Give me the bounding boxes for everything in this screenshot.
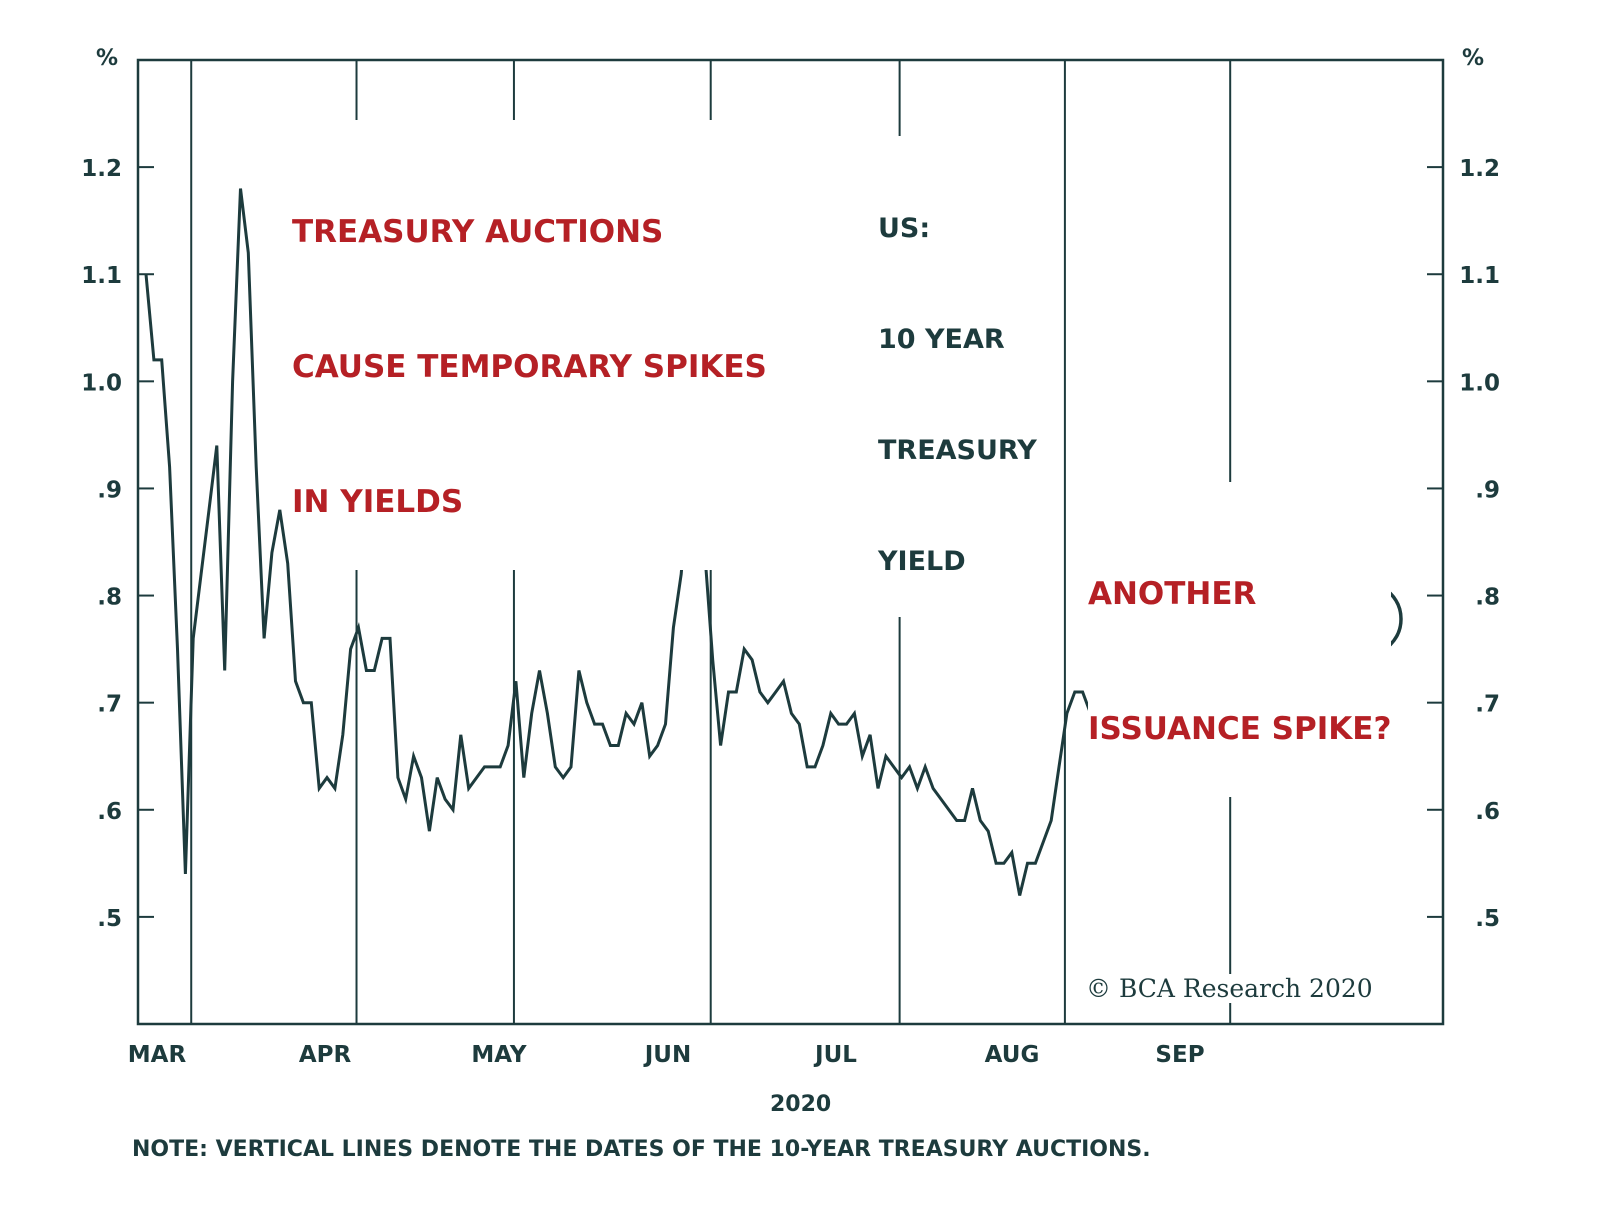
ytick-label-right: .8 — [1475, 585, 1500, 611]
annotation-main-line: TREASURY AUCTIONS — [292, 214, 664, 250]
ytick-label-right: .9 — [1475, 477, 1500, 503]
annotation-spike-line: ANOTHER — [1088, 576, 1257, 612]
ytick-label-left: .6 — [97, 799, 122, 825]
chart-title-line: TREASURY — [878, 435, 1037, 466]
annotation-spike: ANOTHER ISSUANCE SPIKE? — [1088, 482, 1392, 797]
copyright: © BCA Research 2020 — [1086, 974, 1373, 1003]
xtick-label: APR — [299, 1042, 352, 1068]
ylabel-right: % — [1462, 46, 1485, 71]
chart-title-line: 10 YEAR — [878, 324, 1005, 355]
annotation-main: TREASURY AUCTIONS CAUSE TEMPORARY SPIKES… — [292, 120, 767, 570]
xtick-label: MAR — [128, 1042, 187, 1068]
plot-frame — [136, 58, 1445, 1026]
xtick-label: MAY — [471, 1042, 526, 1068]
ytick-label-left: .7 — [97, 692, 122, 718]
ytick-label-right: .5 — [1475, 906, 1500, 932]
ytick-label-right: .7 — [1475, 692, 1500, 718]
footnote: NOTE: VERTICAL LINES DENOTE THE DATES OF… — [132, 1137, 1151, 1162]
ytick-label-left: 1.0 — [81, 370, 122, 396]
chart-title-line: YIELD — [878, 546, 966, 577]
x-axis-year: 2020 — [770, 1092, 832, 1117]
ytick-label-right: 1.0 — [1459, 370, 1500, 396]
ytick-label-left: .8 — [97, 585, 122, 611]
ytick-label-left: .9 — [97, 477, 122, 503]
xtick-label: JUL — [813, 1042, 857, 1068]
ytick-label-right: .6 — [1475, 799, 1500, 825]
chart-title-line: US: — [878, 213, 931, 244]
annotation-main-line: CAUSE TEMPORARY SPIKES — [292, 349, 767, 385]
ytick-label-right: 1.2 — [1459, 156, 1500, 182]
chart-title: US: 10 YEAR TREASURY YIELD — [878, 136, 1037, 617]
annotation-main-line: IN YIELDS — [292, 484, 464, 520]
xtick-label: JUN — [643, 1042, 691, 1068]
ytick-label-right: 1.1 — [1459, 263, 1500, 289]
annotation-spike-line: ISSUANCE SPIKE? — [1088, 711, 1392, 747]
ylabel-left: % — [96, 46, 119, 71]
ytick-label-left: 1.1 — [81, 263, 122, 289]
ytick-label-left: .5 — [97, 906, 122, 932]
xtick-label: AUG — [985, 1042, 1040, 1068]
xtick-label: SEP — [1155, 1042, 1204, 1068]
ytick-label-left: 1.2 — [81, 156, 122, 182]
